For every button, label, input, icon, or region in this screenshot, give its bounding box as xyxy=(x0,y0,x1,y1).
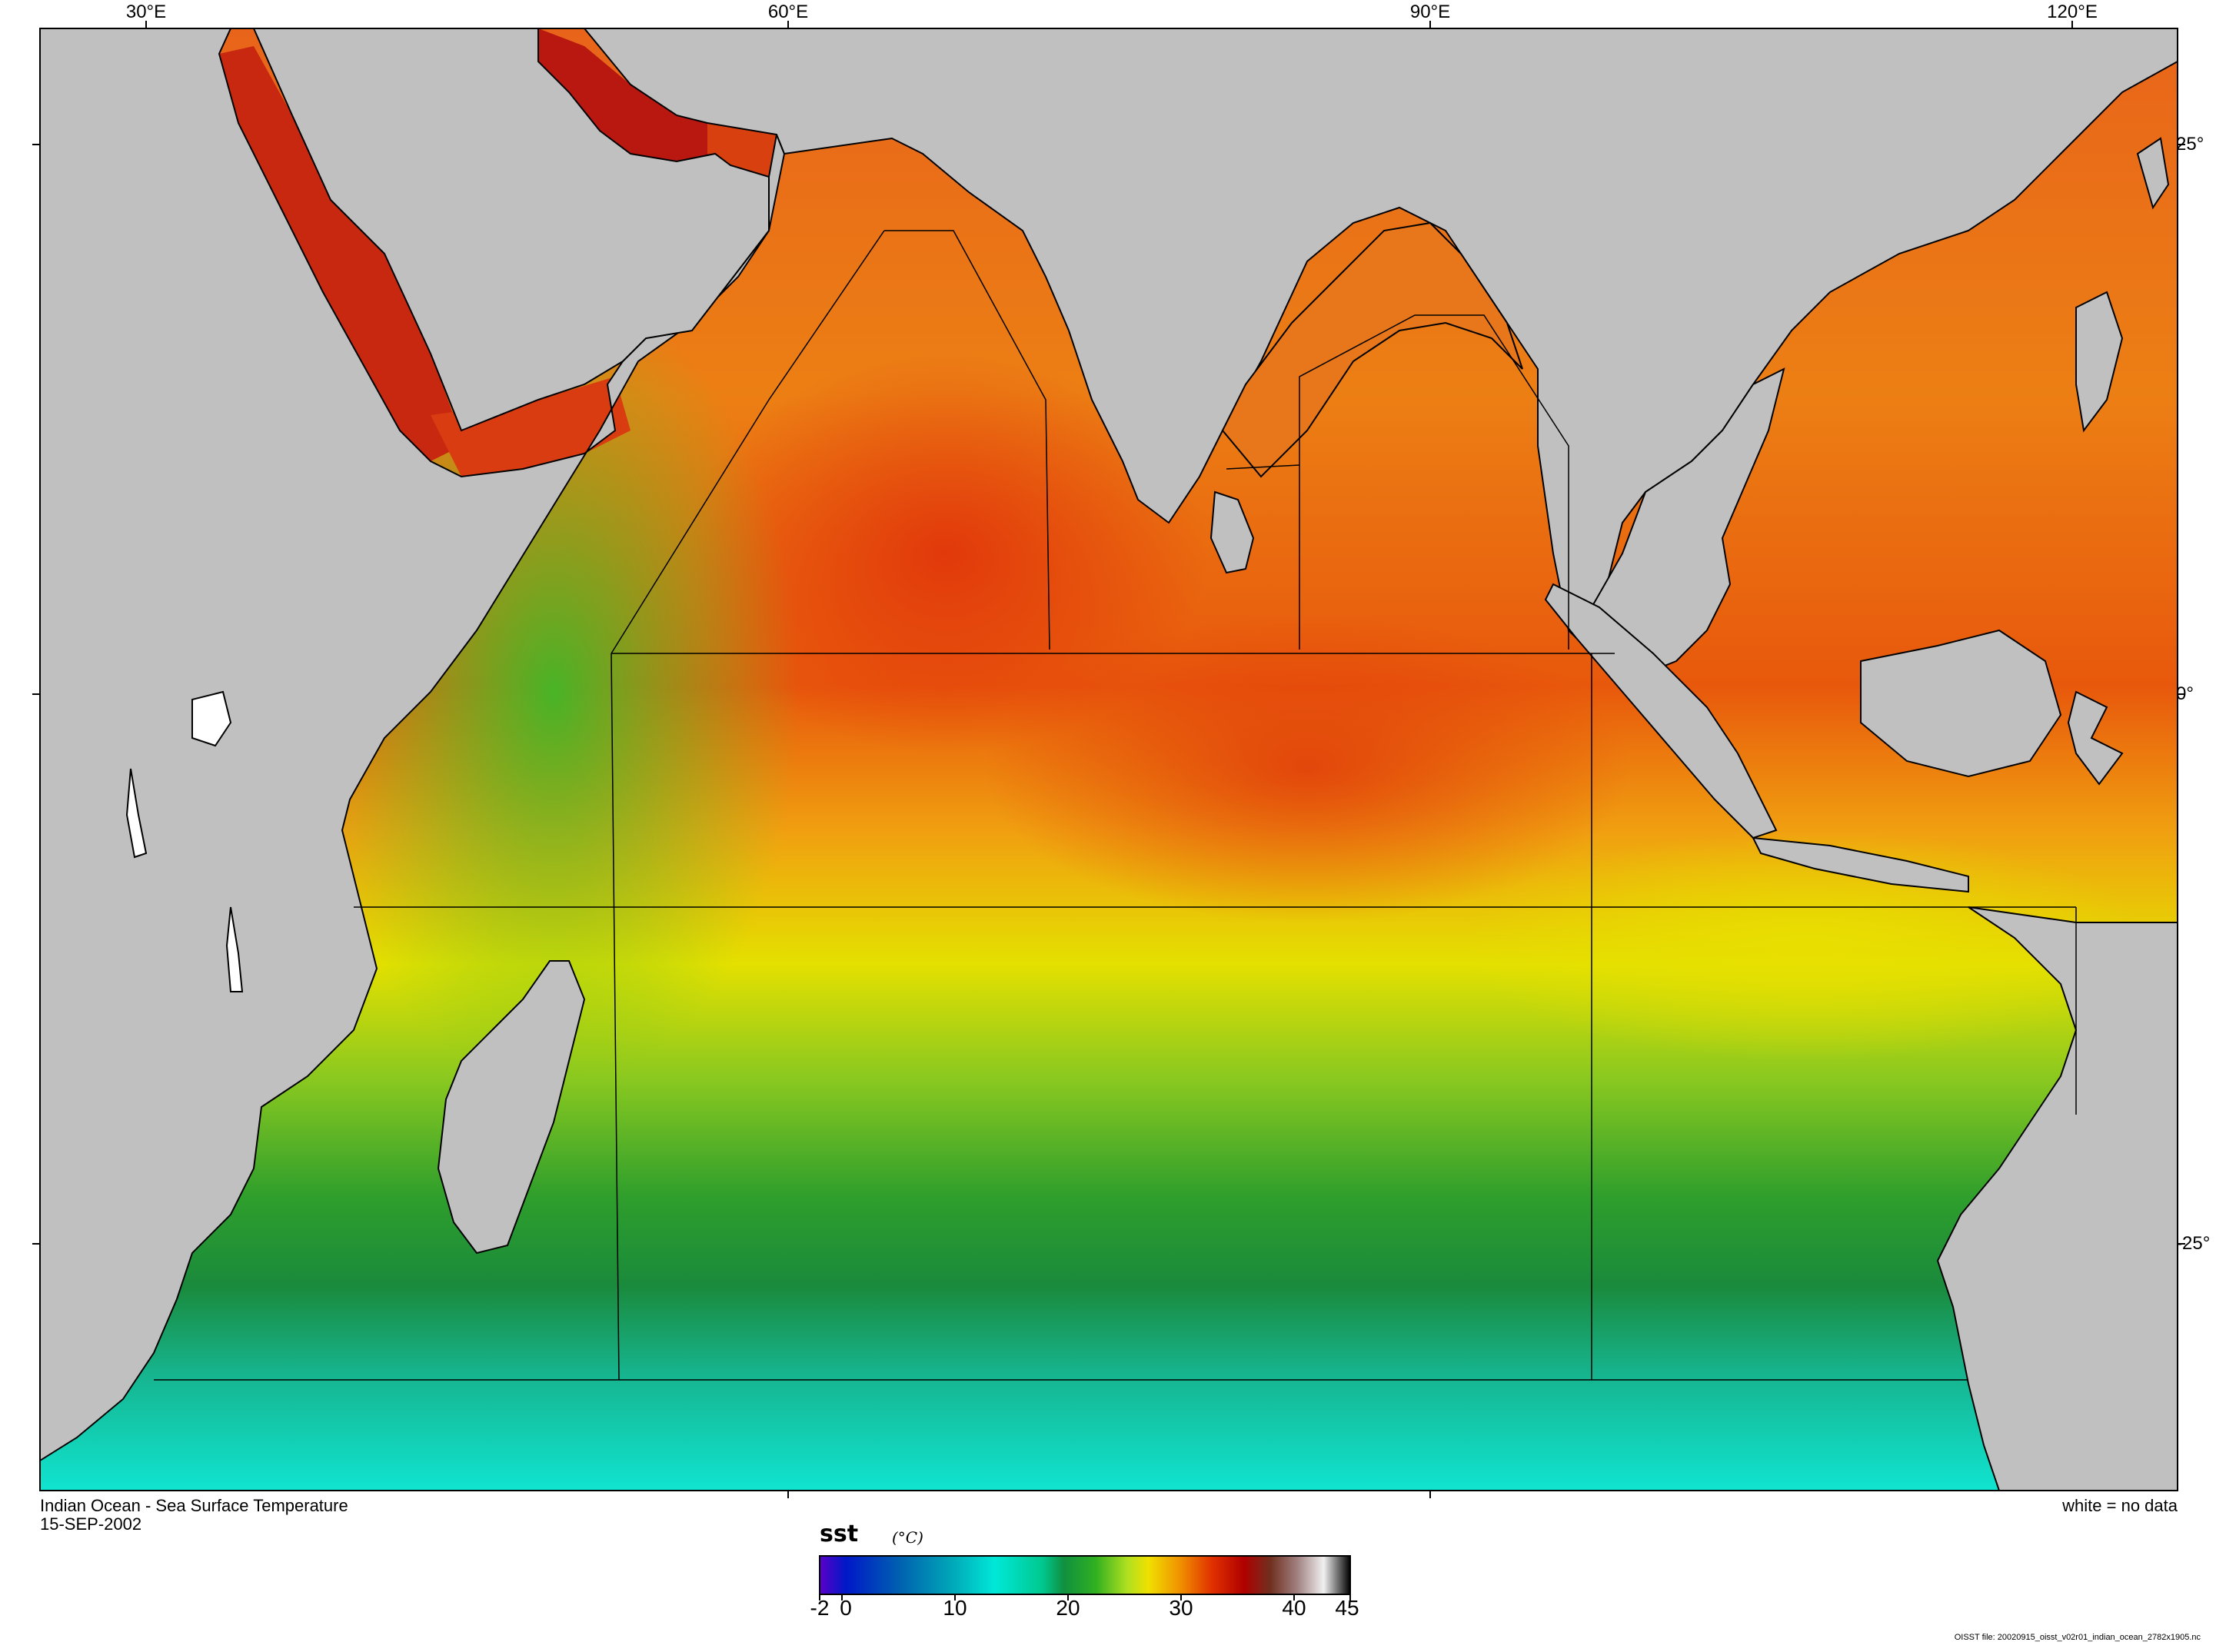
java xyxy=(1752,836,1969,893)
persian-gulf xyxy=(538,28,715,161)
taiwan-region xyxy=(2136,137,2170,210)
philippines xyxy=(2075,291,2124,433)
gulf-of-aden xyxy=(431,377,631,477)
lat-ticks xyxy=(32,144,2185,1245)
sumatra xyxy=(1544,583,1778,839)
lon-label-60e: 60°E xyxy=(767,2,809,22)
colorbar-tick-label: 0 xyxy=(840,1596,852,1620)
colorbar xyxy=(819,1555,1351,1595)
colorbar-tick-label: 30 xyxy=(1169,1596,1193,1620)
sri-lanka xyxy=(1209,490,1255,574)
colorbar-tick-label: 45 xyxy=(1335,1596,1359,1620)
yellow-east-band xyxy=(1461,830,2153,1061)
warm-central-ocean xyxy=(984,615,1630,922)
no-data-note: white = no data xyxy=(2062,1496,2178,1515)
red-sea xyxy=(219,46,461,461)
map-title: Indian Ocean - Sea Surface Temperature xyxy=(40,1496,348,1515)
inland-lakes xyxy=(125,690,244,992)
colorbar-tick-label: 10 xyxy=(943,1596,967,1620)
lon-label-120e: 120°E xyxy=(2047,2,2098,22)
lat-label-25s: -25° xyxy=(2176,1233,2211,1254)
lon-ticks xyxy=(145,21,2073,1498)
colorbar-tick-label: -2 xyxy=(810,1596,830,1620)
colorbar-variable: sst xyxy=(820,1521,859,1547)
map-frame xyxy=(39,28,2178,1491)
lat-label-25n: 25° xyxy=(2176,134,2204,155)
source-file-label: OISST file: 20020915_oisst_v02r01_indian… xyxy=(1954,1633,2201,1642)
sulawesi xyxy=(2067,690,2124,786)
lake-tanganyika xyxy=(125,768,148,859)
lon-label-30e: 30°E xyxy=(125,2,167,22)
madagascar xyxy=(437,960,586,1255)
india-bay-coast xyxy=(1221,221,1523,478)
map-content xyxy=(40,28,2178,1491)
arabian-peninsula xyxy=(252,28,770,432)
colorbar-unit: (°C) xyxy=(892,1528,923,1547)
region-boundaries xyxy=(154,230,2077,1381)
lake-malawi xyxy=(225,906,244,992)
lon-label-90e: 90°E xyxy=(1409,2,1451,22)
map-date: 15-SEP-2002 xyxy=(40,1514,142,1534)
colorbar-ticks xyxy=(819,1594,1351,1600)
land xyxy=(40,28,2178,1491)
australia xyxy=(1936,906,2178,1491)
colorbar-tick-label: 40 xyxy=(1282,1596,1306,1620)
borneo xyxy=(1860,629,2062,778)
lake-victoria xyxy=(191,690,232,747)
colorbar-tick-label: 20 xyxy=(1056,1596,1080,1620)
lat-label-0: 0° xyxy=(2176,683,2194,704)
